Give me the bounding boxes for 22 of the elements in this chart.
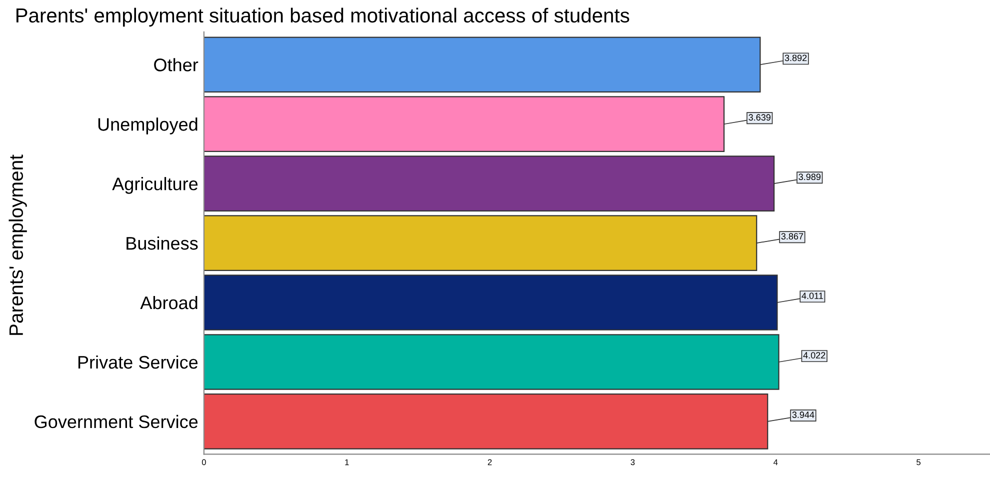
x-tick-label: 1 — [345, 459, 349, 466]
data-label: 3.944 — [792, 412, 814, 418]
y-axis-title: Parents' employment — [8, 154, 27, 335]
y-tick-label: Private Service — [78, 355, 198, 369]
x-tick-label: 5 — [916, 459, 921, 466]
data-label: 3.989 — [798, 174, 821, 180]
y-tick-label: Government Service — [34, 414, 198, 428]
x-tick-label: 4 — [773, 459, 778, 466]
data-label: 3.892 — [784, 54, 807, 62]
data-label: 4.011 — [802, 292, 823, 299]
y-tick-label: Other — [154, 58, 198, 72]
data-label: 3.639 — [748, 114, 770, 121]
y-tick-label: Agriculture — [112, 177, 198, 194]
data-label: 4.022 — [803, 352, 826, 358]
y-tick-label: Abroad — [140, 296, 198, 310]
data-label: 3.867 — [781, 233, 804, 240]
y-tick-label: Business — [126, 236, 198, 250]
x-tick-label: 2 — [488, 459, 492, 466]
chart-title: Parents' employment situation based motivational access of students — [16, 8, 630, 27]
x-tick-label: 0 — [202, 459, 206, 466]
x-tick-label: 3 — [630, 459, 635, 466]
y-tick-label: Unemployed — [98, 118, 198, 134]
